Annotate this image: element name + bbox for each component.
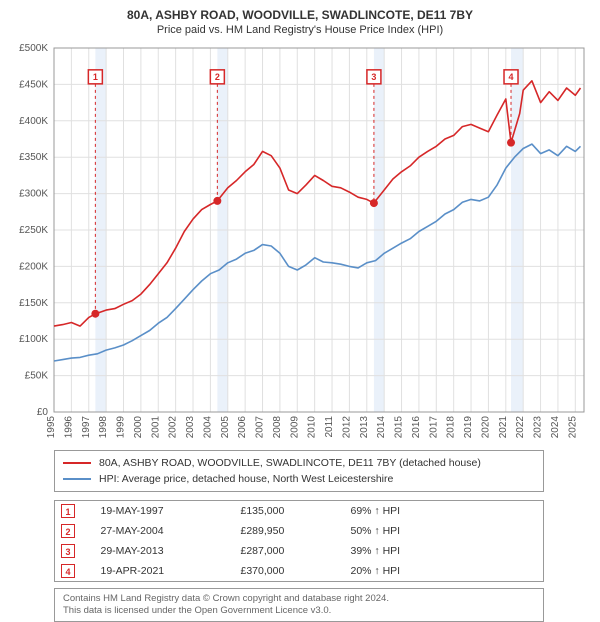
svg-text:2018: 2018 (446, 416, 457, 439)
svg-text:2024: 2024 (550, 416, 561, 439)
sale-diff: 69% ↑ HPI (345, 501, 544, 522)
table-row: 4 19-APR-2021£370,00020% ↑ HPI (55, 561, 544, 582)
sale-diff: 20% ↑ HPI (345, 561, 544, 582)
sale-index-badge: 4 (61, 564, 75, 578)
svg-text:2003: 2003 (185, 416, 196, 439)
svg-text:2000: 2000 (133, 416, 144, 439)
svg-text:4: 4 (509, 72, 514, 82)
sale-index-cell: 2 (55, 521, 95, 541)
svg-text:2006: 2006 (237, 416, 248, 439)
sale-date: 19-MAY-1997 (95, 501, 235, 522)
svg-text:2016: 2016 (411, 416, 422, 439)
svg-text:£200K: £200K (19, 261, 48, 272)
legend: 80A, ASHBY ROAD, WOODVILLE, SWADLINCOTE,… (54, 450, 544, 492)
sale-date: 29-MAY-2013 (95, 541, 235, 561)
chart-subtitle: Price paid vs. HM Land Registry's House … (10, 24, 590, 36)
sale-index-cell: 1 (55, 501, 95, 522)
svg-text:£100K: £100K (19, 334, 48, 345)
legend-row-property: 80A, ASHBY ROAD, WOODVILLE, SWADLINCOTE,… (63, 455, 535, 471)
attribution: Contains HM Land Registry data © Crown c… (54, 588, 544, 622)
svg-text:1: 1 (93, 72, 98, 82)
line-chart: £0£50K£100K£150K£200K£250K£300K£350K£400… (10, 42, 590, 442)
svg-text:1998: 1998 (98, 416, 109, 439)
svg-text:2023: 2023 (533, 416, 544, 439)
svg-text:2012: 2012 (341, 416, 352, 439)
svg-text:1996: 1996 (63, 416, 74, 439)
sale-diff: 39% ↑ HPI (345, 541, 544, 561)
sale-price: £289,950 (235, 521, 345, 541)
svg-text:2009: 2009 (289, 416, 300, 439)
table-row: 3 29-MAY-2013£287,00039% ↑ HPI (55, 541, 544, 561)
svg-text:2022: 2022 (515, 416, 526, 439)
sale-diff: 50% ↑ HPI (345, 521, 544, 541)
svg-text:1999: 1999 (116, 416, 127, 439)
chart-title: 80A, ASHBY ROAD, WOODVILLE, SWADLINCOTE,… (10, 8, 590, 22)
svg-text:2025: 2025 (567, 416, 578, 439)
svg-text:1997: 1997 (81, 416, 92, 439)
svg-text:£450K: £450K (19, 79, 48, 90)
sale-index-badge: 3 (61, 544, 75, 558)
chart-titles: 80A, ASHBY ROAD, WOODVILLE, SWADLINCOTE,… (10, 8, 590, 36)
svg-text:£50K: £50K (25, 371, 49, 382)
sale-price: £135,000 (235, 501, 345, 522)
sales-table: 1 19-MAY-1997£135,00069% ↑ HPI 2 27-MAY-200… (54, 500, 544, 582)
svg-text:2002: 2002 (168, 416, 179, 439)
svg-text:2010: 2010 (307, 416, 318, 439)
legend-label-hpi: HPI: Average price, detached house, Nort… (99, 473, 393, 485)
legend-swatch-property (63, 462, 91, 464)
table-row: 1 19-MAY-1997£135,00069% ↑ HPI (55, 501, 544, 522)
sale-price: £370,000 (235, 561, 345, 582)
svg-text:2015: 2015 (394, 416, 405, 439)
svg-text:2001: 2001 (150, 416, 161, 439)
table-row: 2 27-MAY-2004£289,95050% ↑ HPI (55, 521, 544, 541)
svg-text:2011: 2011 (324, 416, 335, 438)
svg-text:£300K: £300K (19, 189, 48, 200)
sale-index-cell: 4 (55, 561, 95, 582)
svg-text:2021: 2021 (498, 416, 509, 439)
svg-text:2: 2 (215, 72, 220, 82)
svg-text:2004: 2004 (202, 416, 213, 439)
svg-text:£350K: £350K (19, 152, 48, 163)
legend-swatch-hpi (63, 478, 91, 480)
sale-date: 27-MAY-2004 (95, 521, 235, 541)
svg-text:2014: 2014 (376, 416, 387, 439)
svg-text:2005: 2005 (220, 416, 231, 439)
svg-text:2013: 2013 (359, 416, 370, 439)
svg-text:1995: 1995 (46, 416, 57, 439)
sale-index-cell: 3 (55, 541, 95, 561)
svg-text:£250K: £250K (19, 225, 48, 236)
svg-text:£500K: £500K (19, 43, 48, 54)
sale-index-badge: 1 (61, 504, 75, 518)
svg-text:£400K: £400K (19, 116, 48, 127)
svg-text:2020: 2020 (480, 416, 491, 439)
attribution-line1: Contains HM Land Registry data © Crown c… (63, 593, 535, 605)
svg-text:2019: 2019 (463, 416, 474, 439)
svg-text:2017: 2017 (428, 416, 439, 439)
legend-row-hpi: HPI: Average price, detached house, Nort… (63, 471, 535, 487)
chart-area: £0£50K£100K£150K£200K£250K£300K£350K£400… (10, 42, 590, 442)
svg-text:£150K: £150K (19, 298, 48, 309)
attribution-line2: This data is licensed under the Open Gov… (63, 605, 535, 617)
sale-price: £287,000 (235, 541, 345, 561)
legend-label-property: 80A, ASHBY ROAD, WOODVILLE, SWADLINCOTE,… (99, 457, 481, 469)
svg-text:2007: 2007 (255, 416, 266, 439)
svg-text:3: 3 (371, 72, 376, 82)
sale-date: 19-APR-2021 (95, 561, 235, 582)
svg-text:2008: 2008 (272, 416, 283, 439)
sale-index-badge: 2 (61, 524, 75, 538)
